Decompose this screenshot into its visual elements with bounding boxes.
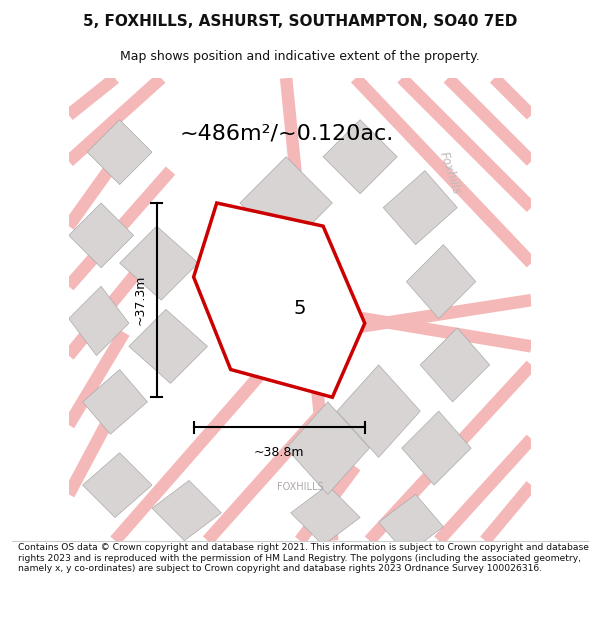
Polygon shape bbox=[379, 494, 443, 554]
Polygon shape bbox=[337, 365, 420, 458]
Text: ~38.8m: ~38.8m bbox=[254, 446, 304, 459]
Text: Foxhills: Foxhills bbox=[303, 289, 329, 335]
Polygon shape bbox=[83, 452, 152, 518]
Polygon shape bbox=[291, 485, 360, 545]
Polygon shape bbox=[87, 120, 152, 184]
Text: Foxhills: Foxhills bbox=[437, 150, 463, 196]
Polygon shape bbox=[194, 203, 365, 398]
Polygon shape bbox=[420, 328, 490, 402]
Polygon shape bbox=[119, 226, 198, 300]
Polygon shape bbox=[129, 309, 208, 383]
Polygon shape bbox=[406, 244, 476, 319]
Polygon shape bbox=[402, 411, 471, 485]
Polygon shape bbox=[383, 171, 457, 244]
Polygon shape bbox=[69, 203, 133, 268]
Text: 5, FOXHILLS, ASHURST, SOUTHAMPTON, SO40 7ED: 5, FOXHILLS, ASHURST, SOUTHAMPTON, SO40 … bbox=[83, 14, 517, 29]
Text: ~37.3m: ~37.3m bbox=[134, 275, 147, 325]
Text: FOXHILLS: FOXHILLS bbox=[277, 482, 323, 492]
Polygon shape bbox=[83, 369, 148, 434]
Text: Map shows position and indicative extent of the property.: Map shows position and indicative extent… bbox=[120, 50, 480, 62]
Polygon shape bbox=[235, 236, 332, 328]
Polygon shape bbox=[286, 402, 370, 494]
Polygon shape bbox=[152, 481, 221, 541]
Polygon shape bbox=[323, 120, 397, 194]
Text: 5: 5 bbox=[294, 299, 306, 318]
Polygon shape bbox=[240, 157, 332, 249]
Text: ~486m²/~0.120ac.: ~486m²/~0.120ac. bbox=[180, 124, 394, 144]
Text: Contains OS data © Crown copyright and database right 2021. This information is : Contains OS data © Crown copyright and d… bbox=[18, 543, 589, 573]
Polygon shape bbox=[69, 286, 129, 356]
